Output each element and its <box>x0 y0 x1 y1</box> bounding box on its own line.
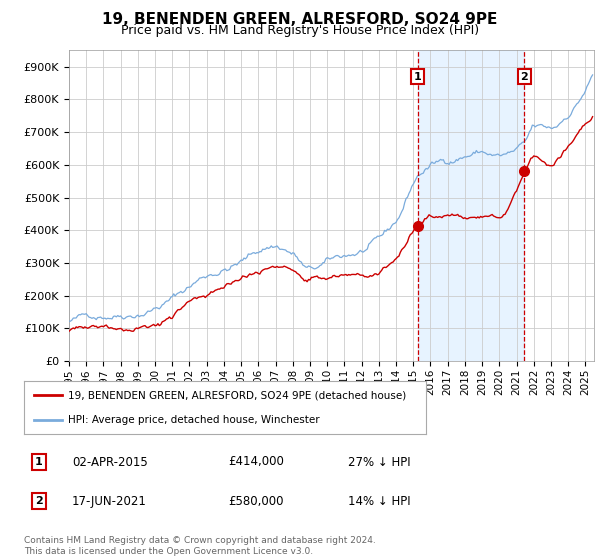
Text: 19, BENENDEN GREEN, ALRESFORD, SO24 9PE: 19, BENENDEN GREEN, ALRESFORD, SO24 9PE <box>103 12 497 27</box>
Text: 2: 2 <box>35 496 43 506</box>
Text: 2: 2 <box>521 72 529 82</box>
Text: Price paid vs. HM Land Registry's House Price Index (HPI): Price paid vs. HM Land Registry's House … <box>121 24 479 36</box>
Bar <box>418 50 524 361</box>
Text: 1: 1 <box>413 72 421 82</box>
Text: £414,000: £414,000 <box>228 455 284 469</box>
Text: Contains HM Land Registry data © Crown copyright and database right 2024.
This d: Contains HM Land Registry data © Crown c… <box>24 536 376 556</box>
Text: 17-JUN-2021: 17-JUN-2021 <box>72 494 147 508</box>
Text: 27% ↓ HPI: 27% ↓ HPI <box>348 455 410 469</box>
Text: 02-APR-2015: 02-APR-2015 <box>72 455 148 469</box>
Text: 19, BENENDEN GREEN, ALRESFORD, SO24 9PE (detached house): 19, BENENDEN GREEN, ALRESFORD, SO24 9PE … <box>68 390 406 400</box>
Text: 14% ↓ HPI: 14% ↓ HPI <box>348 494 410 508</box>
Text: £580,000: £580,000 <box>228 494 284 508</box>
Text: 1: 1 <box>35 457 43 467</box>
Text: HPI: Average price, detached house, Winchester: HPI: Average price, detached house, Winc… <box>68 414 320 424</box>
